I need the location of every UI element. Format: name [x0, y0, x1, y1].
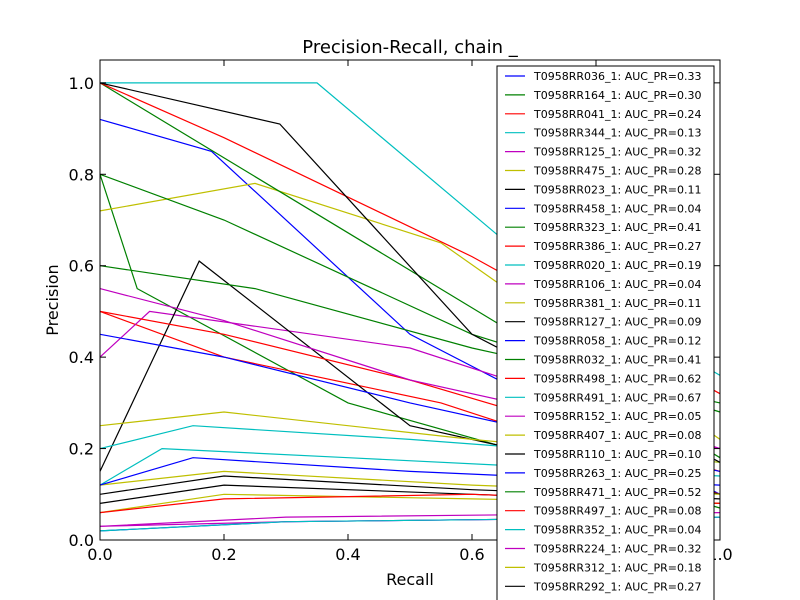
- legend-entry: T0958RR323_1: AUC_PR=0.41: [533, 221, 701, 234]
- legend-entry: T0958RR036_1: AUC_PR=0.33: [533, 70, 701, 83]
- x-axis-label: Recall: [386, 570, 434, 589]
- y-tick-label: 0.0: [69, 531, 94, 550]
- legend-entry: T0958RR381_1: AUC_PR=0.11: [533, 297, 701, 310]
- x-tick-label: 0.4: [335, 545, 360, 564]
- legend-entry: T0958RR491_1: AUC_PR=0.67: [533, 391, 701, 404]
- legend-entry: T0958RR125_1: AUC_PR=0.32: [533, 146, 701, 159]
- y-axis-label: Precision: [43, 264, 62, 335]
- chart-title: Precision-Recall, chain _: [302, 37, 518, 58]
- x-tick-label: 0.2: [211, 545, 236, 564]
- legend-entry: T0958RR041_1: AUC_PR=0.24: [533, 108, 701, 121]
- legend-entry: T0958RR497_1: AUC_PR=0.08: [533, 505, 701, 518]
- legend-entry: T0958RR292_1: AUC_PR=0.27: [533, 580, 701, 593]
- y-tick-label: 0.4: [69, 348, 94, 367]
- legend-entry: T0958RR312_1: AUC_PR=0.18: [533, 561, 701, 574]
- y-tick-label: 0.2: [69, 440, 94, 459]
- legend-entry: T0958RR386_1: AUC_PR=0.27: [533, 240, 701, 253]
- legend-entry: T0958RR020_1: AUC_PR=0.19: [533, 259, 701, 272]
- legend-entry: T0958RR106_1: AUC_PR=0.04: [533, 278, 701, 291]
- x-tick-label: 0.6: [459, 545, 484, 564]
- y-tick-label: 0.6: [69, 257, 94, 276]
- legend-entry: T0958RR032_1: AUC_PR=0.41: [533, 354, 701, 367]
- legend-entry: T0958RR407_1: AUC_PR=0.08: [533, 429, 701, 442]
- plot-border: [99, 59, 721, 541]
- legend-entry: T0958RR344_1: AUC_PR=0.13: [533, 127, 701, 140]
- x-tick-label: 0.0: [87, 545, 112, 564]
- legend-entry: T0958RR498_1: AUC_PR=0.62: [533, 372, 701, 385]
- y-tick-label: 1.0: [69, 74, 94, 93]
- legend-entry: T0958RR110_1: AUC_PR=0.10: [533, 448, 701, 461]
- y-tick-label: 0.8: [69, 165, 94, 184]
- legend-entry: T0958RR164_1: AUC_PR=0.30: [533, 89, 701, 102]
- legend-entry: T0958RR058_1: AUC_PR=0.12: [533, 335, 701, 348]
- legend-entry: T0958RR475_1: AUC_PR=0.28: [533, 165, 701, 178]
- legend-box: [496, 65, 715, 600]
- legend-entry: T0958RR224_1: AUC_PR=0.32: [533, 543, 701, 556]
- legend: T0958RR036_1: AUC_PR=0.33 T0958RR164_1: A…: [496, 65, 715, 600]
- legend-entry: T0958RR471_1: AUC_PR=0.52: [533, 486, 701, 499]
- legend-entry: T0958RR263_1: AUC_PR=0.25: [533, 467, 701, 480]
- legend-entry: T0958RR127_1: AUC_PR=0.09: [533, 316, 701, 329]
- legend-entry: T0958RR458_1: AUC_PR=0.04: [533, 202, 701, 215]
- legend-entry: T0958RR152_1: AUC_PR=0.05: [533, 410, 701, 423]
- legend-entry: T0958RR352_1: AUC_PR=0.04: [533, 524, 701, 537]
- legend-entry: T0958RR023_1: AUC_PR=0.11: [533, 183, 701, 196]
